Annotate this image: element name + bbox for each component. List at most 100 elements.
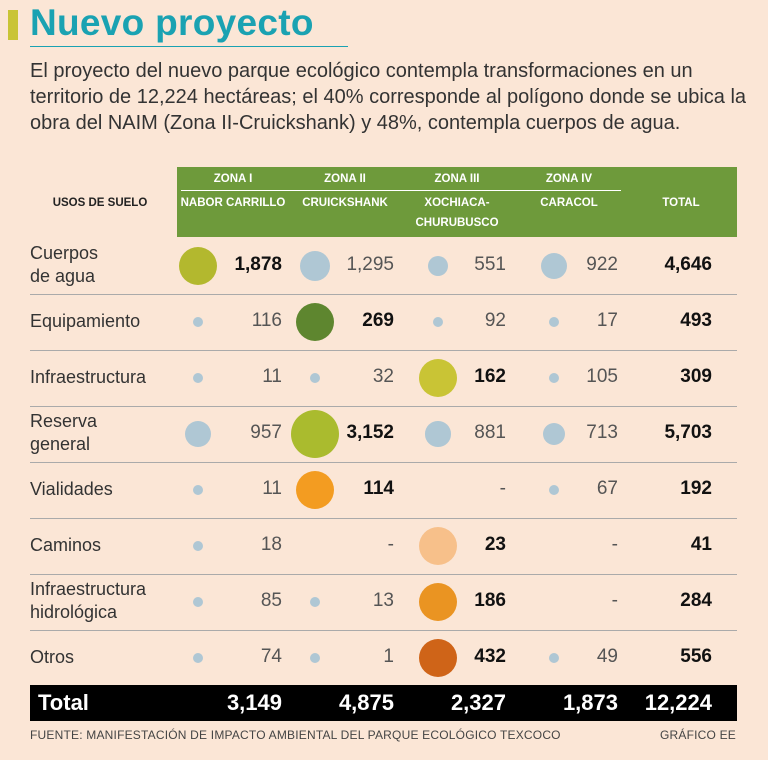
totals-bar (30, 685, 737, 721)
value-bubble (427, 255, 449, 277)
value-cell: 116 (251, 310, 282, 331)
page-title: Nuevo proyecto (30, 2, 314, 43)
value-bubble (541, 253, 567, 279)
value-cell: 551 (474, 254, 506, 275)
row-label: Otros (30, 646, 75, 667)
value-bubble (193, 597, 203, 607)
value-bubble (549, 653, 559, 663)
value-cell: 105 (586, 366, 618, 387)
value-cell: 881 (474, 422, 506, 443)
value-cell: 114 (363, 478, 394, 499)
value-cell: - (499, 478, 506, 499)
value-bubble (193, 317, 203, 327)
total-zone-1: 3,149 (226, 690, 282, 715)
value-cell: 162 (474, 366, 506, 387)
value-cell: 269 (362, 310, 394, 331)
value-bubble (419, 359, 457, 397)
value-cell: 85 (260, 590, 282, 611)
row-label: Reserva (30, 411, 98, 431)
row-total: 493 (680, 310, 712, 331)
value-bubble (549, 485, 559, 495)
row-divider (30, 406, 737, 407)
total-column-header: TOTAL (662, 197, 700, 209)
row-total: 41 (690, 534, 712, 555)
row-label: Equipamiento (30, 310, 141, 331)
value-bubble (419, 639, 457, 677)
value-cell: 1,878 (234, 254, 282, 275)
row-divider (30, 294, 737, 295)
row-label: Cuerpos (30, 243, 99, 263)
value-bubble (419, 583, 457, 621)
value-bubble (193, 653, 203, 663)
value-cell: 957 (250, 422, 282, 443)
value-cell: 1,295 (346, 254, 394, 275)
value-bubble (299, 250, 331, 282)
row-label: Infraestructura (30, 366, 147, 387)
zone-4-header: ZONA IV (545, 173, 593, 185)
value-cell: 3,152 (346, 422, 394, 443)
value-bubble (542, 422, 566, 446)
value-cell: 74 (260, 646, 282, 667)
row-divider (30, 574, 737, 575)
value-bubble (184, 420, 212, 448)
title-underline (30, 46, 348, 47)
zone-3-name-line1: XOCHIACA- (424, 197, 490, 209)
totals-label: Total (38, 690, 89, 715)
row-divider (30, 462, 737, 463)
value-cell: 922 (586, 254, 618, 275)
row-total: 556 (680, 646, 712, 667)
row-divider (30, 518, 737, 519)
value-cell: 67 (596, 478, 618, 499)
zone-2-header: ZONA II (324, 173, 366, 185)
value-cell: 49 (596, 646, 618, 667)
row-label: hidrológica (30, 602, 118, 622)
value-bubble (179, 247, 217, 285)
source-note: FUENTE: MANIFESTACIÓN DE IMPACTO AMBIENT… (30, 728, 561, 742)
value-bubble (425, 421, 451, 447)
value-bubble (310, 373, 320, 383)
zone-2-name: CRUICKSHANK (302, 197, 388, 209)
zone-header-band (177, 167, 737, 237)
row-label: general (30, 434, 91, 454)
total-zone-2: 4,875 (338, 690, 394, 715)
value-bubble (549, 317, 559, 327)
graphic-credit: GRÁFICO EE (659, 728, 736, 742)
row-total: 5,703 (664, 422, 712, 443)
uses-column-header: USOS DE SUELO (52, 197, 148, 209)
value-bubble (419, 527, 457, 565)
value-cell: - (611, 590, 618, 611)
row-divider (30, 630, 737, 631)
total-grand: 12,224 (644, 690, 712, 715)
value-cell: 18 (260, 534, 282, 555)
value-bubble (296, 303, 334, 341)
value-cell: 92 (484, 310, 506, 331)
value-cell: - (611, 534, 618, 555)
value-cell: 17 (596, 310, 618, 331)
row-label: Infraestructura (30, 579, 147, 599)
value-cell: - (387, 534, 394, 555)
value-bubble (296, 471, 334, 509)
value-cell: 432 (474, 646, 506, 667)
row-total: 192 (680, 478, 712, 499)
row-label: Vialidades (30, 478, 113, 499)
value-bubble (549, 373, 559, 383)
value-cell: 1 (383, 646, 394, 667)
value-cell: 186 (474, 590, 506, 611)
row-label: Caminos (30, 534, 102, 555)
total-zone-3: 2,327 (450, 690, 506, 715)
total-zone-4: 1,873 (562, 690, 618, 715)
value-cell: 32 (372, 366, 394, 387)
row-total: 4,646 (664, 254, 712, 275)
title-accent-bar (8, 10, 18, 40)
zone-1-name: NABOR CARRILLO (180, 197, 286, 209)
row-total: 309 (680, 366, 712, 387)
value-cell: 11 (262, 478, 282, 499)
value-bubble (193, 485, 203, 495)
row-divider (30, 350, 737, 351)
value-cell: 713 (586, 422, 618, 443)
value-cell: 23 (484, 534, 506, 555)
row-total: 284 (680, 590, 712, 611)
zone-3-name-line2: CHURUBUSCO (415, 217, 499, 229)
intro-text: El proyecto del nuevo parque ecológico c… (30, 60, 747, 134)
zone-1-header: ZONA I (213, 173, 253, 185)
